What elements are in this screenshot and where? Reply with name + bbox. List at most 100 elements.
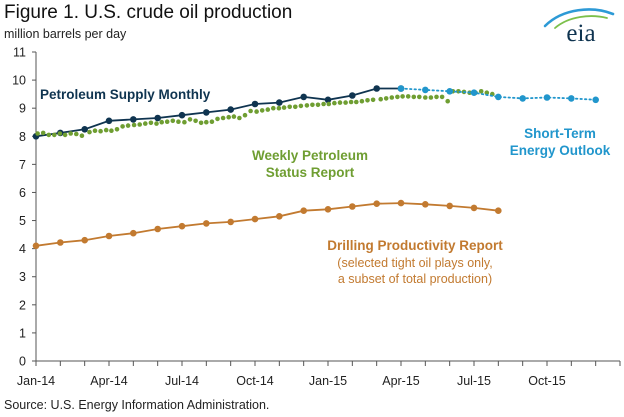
data-point-dpr	[349, 203, 356, 210]
data-point-wpsr	[215, 116, 220, 122]
data-point-wpsr	[259, 108, 265, 113]
data-point-wpsr	[445, 98, 451, 104]
data-point-wpsr	[293, 104, 298, 110]
data-point-steo	[470, 89, 478, 96]
series-line-dpr	[35, 202, 499, 247]
data-point-wpsr	[271, 105, 276, 111]
y-tick-label: 2	[19, 298, 26, 312]
data-point-wpsr	[428, 95, 434, 100]
data-point-wpsr	[109, 128, 114, 133]
data-point-wpsr	[248, 108, 253, 114]
data-point-dpr	[57, 239, 64, 246]
data-point-wpsr	[337, 100, 343, 105]
series-sublabel-dpr: a subset of total production)	[338, 272, 492, 286]
data-point-wpsr	[242, 112, 248, 118]
series-label-wpsr: Weekly Petroleum	[252, 148, 368, 163]
y-tick-label: 1	[19, 326, 26, 340]
data-point-wpsr	[52, 132, 57, 138]
data-point-wpsr	[389, 95, 395, 100]
data-point-wpsr	[98, 128, 103, 134]
series-sublabel-dpr: (selected tight oil plays only,	[337, 256, 492, 270]
data-point-wpsr	[40, 130, 46, 136]
eia-logo: eia	[543, 8, 615, 44]
data-point-wpsr	[348, 99, 354, 105]
series-label-steo: Energy Outlook	[510, 143, 611, 158]
series-labels: Petroleum Supply Monthly Weekly Petroleum…	[40, 87, 611, 286]
data-point-dpr	[470, 204, 478, 212]
data-point-dpr	[251, 215, 259, 223]
data-point-wpsr	[226, 114, 231, 120]
data-point-wpsr	[332, 100, 337, 106]
data-point-wpsr	[434, 94, 439, 100]
chart-series	[32, 85, 599, 250]
data-point-dpr	[105, 232, 113, 240]
data-point-wpsr	[92, 128, 98, 133]
data-point-wpsr	[57, 131, 63, 136]
data-point-dpr	[422, 201, 429, 208]
data-point-wpsr	[68, 131, 73, 136]
data-point-wpsr	[411, 94, 417, 100]
data-point-wpsr	[298, 103, 304, 109]
data-point-wpsr	[310, 102, 315, 108]
data-point-dpr	[81, 236, 88, 244]
data-point-dpr	[446, 202, 454, 210]
data-point-wpsr	[237, 115, 242, 121]
y-tick-label: 9	[19, 102, 26, 116]
x-tick-label: Apr-15	[382, 374, 420, 388]
data-point-wpsr	[254, 109, 259, 114]
data-point-psm	[105, 117, 113, 125]
data-point-psm	[154, 114, 161, 122]
data-point-wpsr	[125, 123, 131, 128]
data-point-dpr	[203, 220, 210, 227]
data-point-steo	[543, 94, 551, 101]
data-point-psm	[130, 116, 137, 123]
y-tick-label: 11	[13, 46, 26, 60]
data-point-wpsr	[365, 98, 370, 103]
data-point-wpsr	[276, 105, 282, 111]
data-point-wpsr	[383, 96, 389, 101]
data-point-wpsr	[359, 98, 365, 104]
data-point-wpsr	[405, 94, 411, 99]
data-point-wpsr	[343, 100, 348, 105]
data-point-wpsr	[220, 115, 226, 121]
data-point-steo	[397, 85, 405, 92]
data-point-psm	[276, 99, 283, 106]
series-label-wpsr: Status Report	[266, 165, 355, 180]
data-point-wpsr	[114, 127, 120, 132]
y-tick-label: 10	[12, 74, 26, 88]
data-point-psm	[81, 126, 88, 133]
data-point-wpsr	[182, 119, 187, 125]
data-point-steo	[568, 95, 575, 102]
series-line-steo	[400, 87, 597, 101]
data-point-psm	[324, 96, 332, 104]
data-point-wpsr	[423, 95, 428, 100]
source-note: Source: U.S. Energy Information Administ…	[4, 398, 270, 412]
data-point-wpsr	[484, 90, 490, 95]
series-dpr	[32, 199, 502, 250]
logo-swoosh-icon	[543, 8, 615, 28]
data-point-dpr	[32, 242, 40, 250]
y-tick-label: 6	[19, 186, 26, 200]
data-point-wpsr	[62, 132, 68, 138]
data-point-wpsr	[87, 129, 92, 135]
data-point-wpsr	[170, 118, 176, 124]
data-point-wpsr	[378, 96, 384, 102]
data-point-wpsr	[198, 120, 204, 126]
data-point-wpsr	[478, 89, 484, 94]
data-point-dpr	[130, 229, 137, 237]
data-point-psm	[251, 100, 259, 108]
data-point-wpsr	[120, 124, 125, 129]
data-point-dpr	[373, 200, 381, 207]
data-point-dpr	[178, 222, 186, 230]
series-steo	[397, 85, 599, 104]
x-tick-label: Jan-14	[17, 374, 55, 388]
data-point-wpsr	[159, 119, 164, 125]
data-point-dpr	[276, 213, 283, 220]
series-label-psm: Petroleum Supply Monthly	[40, 87, 211, 102]
logo-text: eia	[566, 20, 595, 44]
data-point-dpr	[397, 199, 405, 207]
y-tick-label: 4	[19, 242, 26, 256]
data-point-steo	[495, 93, 502, 101]
data-point-wpsr	[321, 101, 326, 107]
